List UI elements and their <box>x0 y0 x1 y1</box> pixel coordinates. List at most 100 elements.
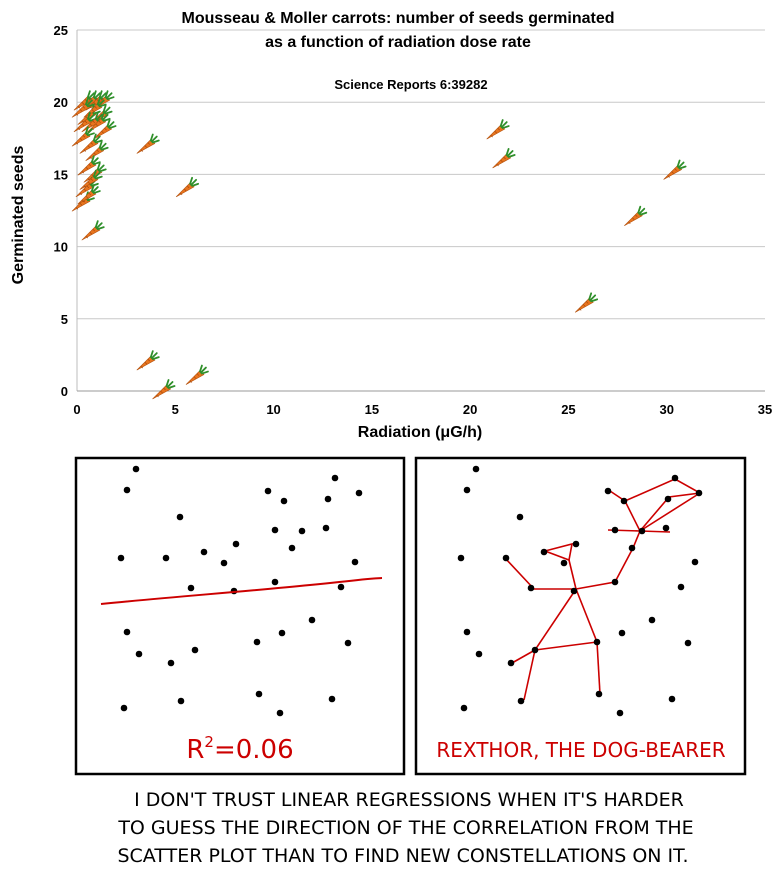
chart-subtitle: as a function of radiation dose rate <box>265 34 531 51</box>
scatter-dot <box>331 474 339 482</box>
scatter-dot <box>507 659 515 667</box>
carrot-point <box>185 364 209 385</box>
x-tick-label: 5 <box>172 402 179 417</box>
scatter-dot <box>527 584 535 592</box>
scatter-dot <box>120 704 128 712</box>
y-tick-label: 20 <box>54 95 68 110</box>
scatter-dot <box>475 650 483 658</box>
scatter-dot <box>502 554 510 562</box>
scatter-dot <box>200 548 208 556</box>
scatter-dot <box>628 544 636 552</box>
x-tick-label: 10 <box>266 402 280 417</box>
scatter-dot <box>123 486 131 494</box>
carrot-point <box>624 205 648 226</box>
scatter-dot <box>595 690 603 698</box>
x-tick-label: 0 <box>73 402 80 417</box>
carrot-point <box>87 111 111 133</box>
carrot-point <box>79 169 103 190</box>
r-squared-caption: R2=0.06 <box>186 733 293 765</box>
scatter-dot <box>162 554 170 562</box>
y-axis-label: Germinated seeds <box>10 146 27 285</box>
carrot-point <box>77 155 101 176</box>
carrot-point <box>152 379 176 400</box>
scatter-dot <box>668 695 676 703</box>
scatter-dot <box>351 558 359 566</box>
scatter-dot <box>695 489 703 497</box>
scatter-dot <box>271 526 279 534</box>
caption-line-3: SCATTER PLOT THAN TO FIND NEW CONSTELLAT… <box>117 845 688 867</box>
scatter-dot <box>278 629 286 637</box>
y-tick-label: 25 <box>54 23 68 38</box>
chart-title: Mousseau & Moller carrots: number of see… <box>182 10 615 27</box>
scatter-dot <box>123 628 131 636</box>
scatter-dot <box>572 540 580 548</box>
y-tick-labels: 0 5 10 15 20 25 <box>54 23 68 399</box>
scatter-dot <box>220 559 228 567</box>
scatter-dot <box>664 495 672 503</box>
panel2-scatter-dots <box>457 465 703 717</box>
carrot-point <box>663 159 687 180</box>
scatter-dot <box>648 616 656 624</box>
carrot-point <box>79 133 103 154</box>
scatter-dot <box>135 650 143 658</box>
scatter-dot <box>611 526 619 534</box>
scatter-dot <box>620 497 628 505</box>
scatter-dot <box>616 709 624 717</box>
scatter-dot <box>167 659 175 667</box>
scatter-dot <box>255 690 263 698</box>
scatter-dot <box>337 583 345 591</box>
scatter-dot <box>176 513 184 521</box>
scatter-dot <box>280 497 288 505</box>
scatter-dot <box>540 548 548 556</box>
regression-panel: R2=0.06 <box>74 456 406 776</box>
scatter-dot <box>117 554 125 562</box>
scatter-dot <box>288 544 296 552</box>
constellation-caption: REXTHOR, THE DOG-BEARER <box>436 738 725 762</box>
carrot-point <box>486 119 510 140</box>
scatter-dot <box>684 639 692 647</box>
scatter-dot <box>691 558 699 566</box>
scatter-dot <box>662 524 670 532</box>
constellation-panel: REXTHOR, THE DOG-BEARER <box>414 456 747 776</box>
scatter-dot <box>187 584 195 592</box>
carrot-point <box>71 97 95 118</box>
y-tick-label: 10 <box>54 240 68 255</box>
scatter-dot <box>298 527 306 535</box>
carrot-point <box>136 133 160 154</box>
carrot-point <box>77 184 101 205</box>
carrot-point <box>85 140 109 162</box>
x-axis-label: Radiation (μG/h) <box>358 424 482 441</box>
carrot-point <box>175 176 200 198</box>
carrot-points <box>71 90 687 400</box>
panel2-frame <box>414 456 747 776</box>
scatter-dot <box>328 695 336 703</box>
y-tick-label: 0 <box>61 384 68 399</box>
scatter-dot <box>604 487 612 495</box>
comic-caption: I DON'T TRUST LINEAR REGRESSIONS WHEN IT… <box>117 789 693 867</box>
scatter-dot <box>308 616 316 624</box>
scatter-dot <box>460 704 468 712</box>
y-tick-label: 15 <box>54 167 68 182</box>
scatter-dot <box>457 554 465 562</box>
scatter-dot <box>324 495 332 503</box>
carrot-point <box>83 97 107 118</box>
chart-source-annotation: Science Reports 6:39282 <box>334 77 487 92</box>
scatter-dot <box>191 646 199 654</box>
scatter-dot <box>611 578 619 586</box>
scatter-dot <box>276 709 284 717</box>
carrot-point <box>492 148 516 169</box>
scatter-dot <box>132 465 140 473</box>
carrot-scatter-chart: 0 5 10 15 20 25 0 5 10 15 20 25 30 35 Mousseau & Mol… <box>10 10 772 441</box>
scatter-dot <box>463 486 471 494</box>
caption-line-2: TO GUESS THE DIRECTION OF THE CORRELATIO… <box>117 817 693 839</box>
scatter-dot <box>177 697 185 705</box>
carrot-point <box>71 126 95 147</box>
gridlines <box>77 29 765 320</box>
scatter-dot <box>355 489 363 497</box>
y-tick-label: 5 <box>61 312 68 327</box>
scatter-dot <box>570 587 578 595</box>
carrot-point <box>81 220 105 241</box>
scatter-dot <box>677 583 685 591</box>
scatter-dot <box>463 628 471 636</box>
